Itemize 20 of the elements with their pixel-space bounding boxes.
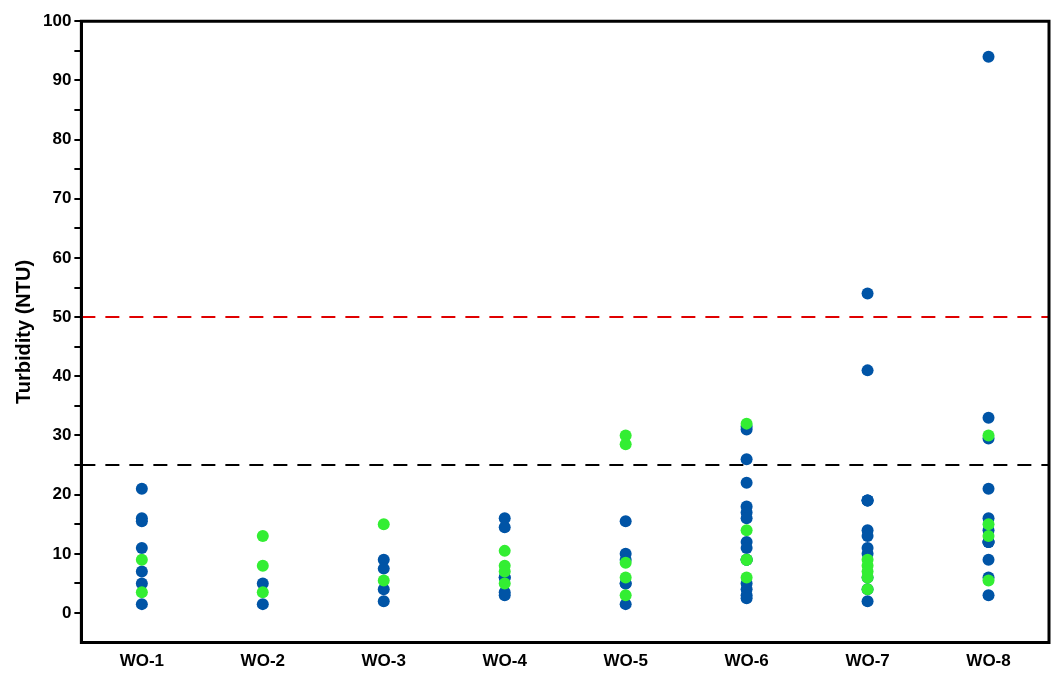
y-axis-title: Turbidity (NTU)	[11, 259, 34, 404]
x-tick-label: WO-4	[482, 651, 528, 671]
x-tick-label: WO-2	[240, 651, 285, 671]
y-tick-label: 100	[42, 10, 72, 30]
y-tick-label: 70	[52, 188, 72, 208]
y-tick-label: 40	[52, 365, 72, 385]
y-tick-label: 10	[52, 543, 72, 563]
y-tick-label: 90	[52, 70, 72, 90]
x-tick-label: WO-7	[845, 651, 890, 671]
y-tick-label: 30	[52, 425, 72, 445]
y-tick-label: 60	[52, 247, 72, 267]
x-tick-label: WO-6	[724, 651, 769, 671]
x-tick-label: WO-1	[119, 651, 165, 671]
y-tick-label: 50	[52, 306, 72, 326]
x-tick-label: WO-8	[966, 651, 1011, 671]
y-tick-label: 0	[61, 602, 72, 622]
x-tick-label: WO-3	[361, 651, 406, 671]
x-tick-label: WO-5	[603, 651, 648, 671]
y-tick-label: 80	[52, 129, 72, 149]
y-tick-label: 20	[52, 484, 72, 504]
